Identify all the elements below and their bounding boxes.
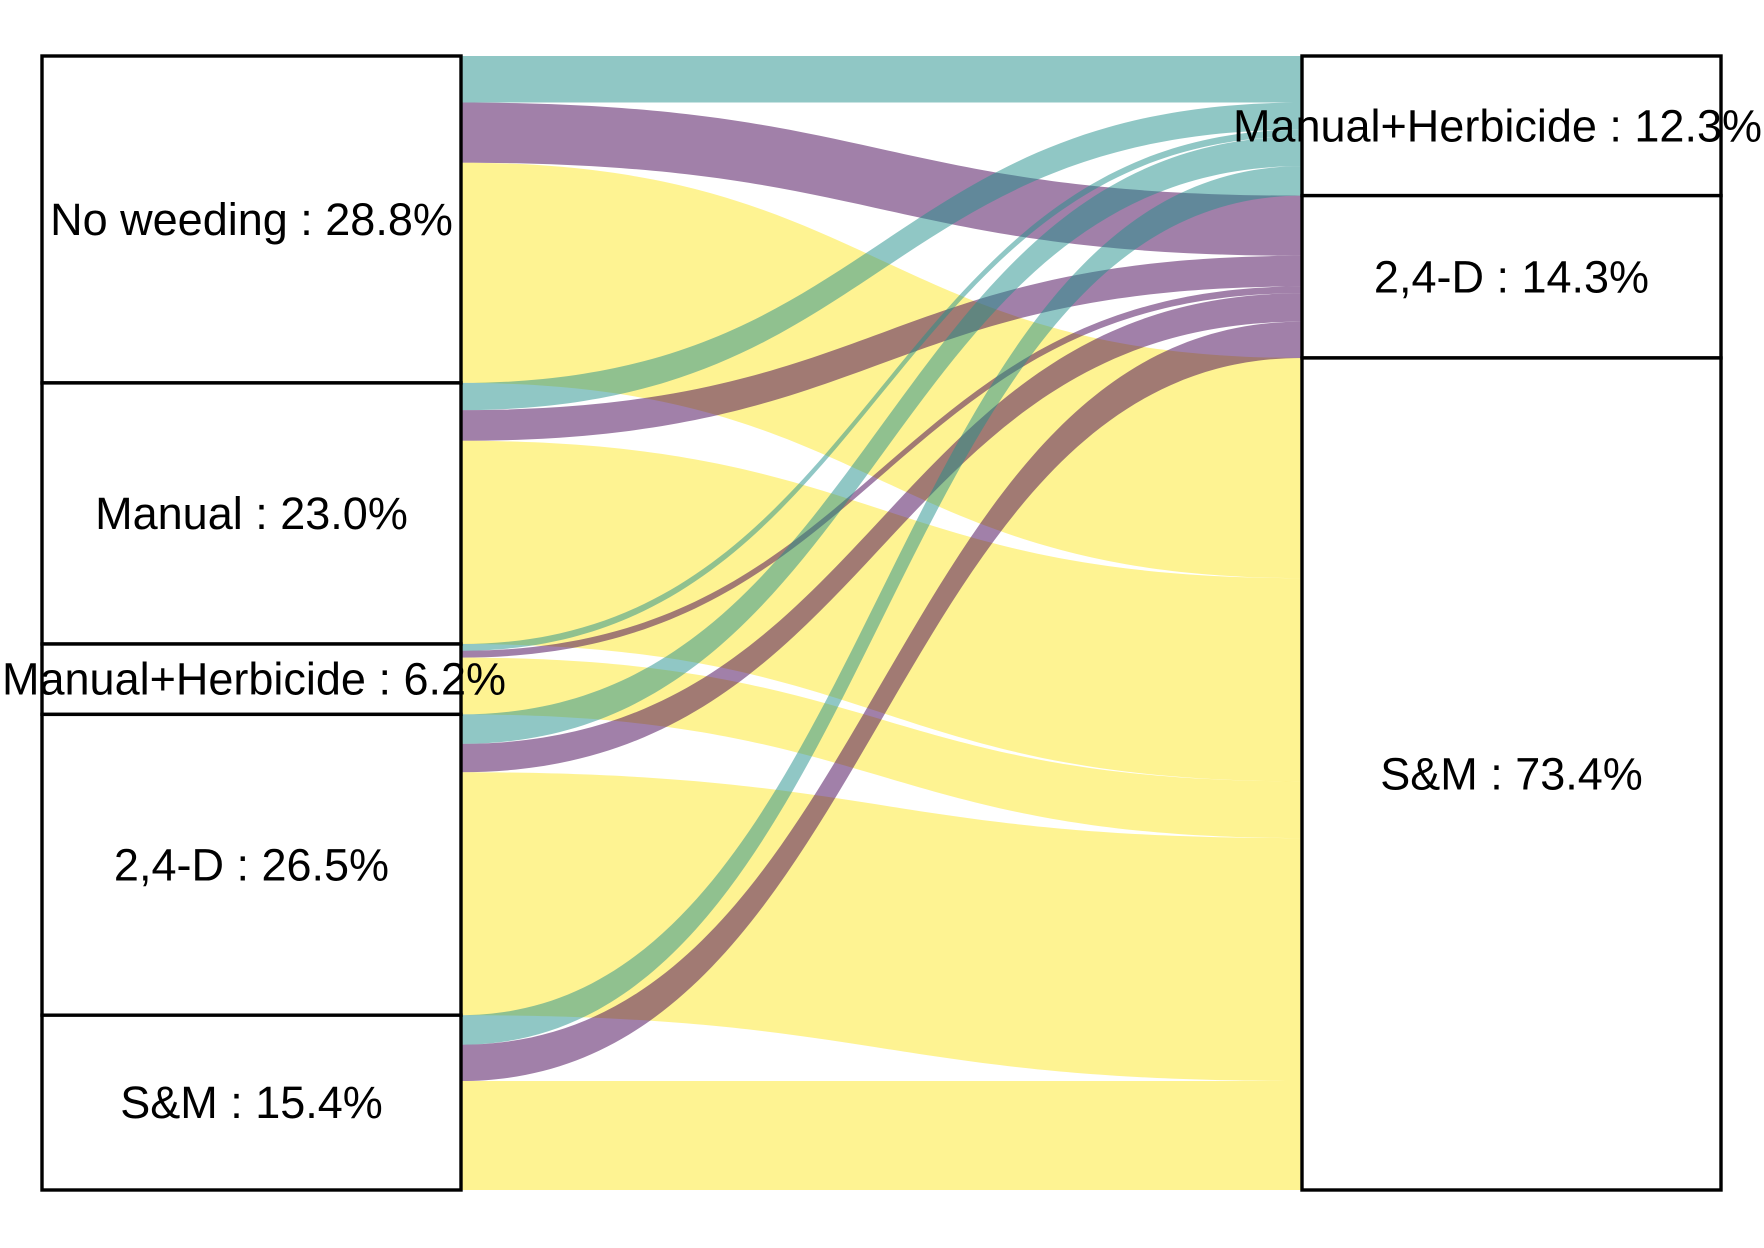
flow-manual-to-manual-herbicide bbox=[461, 102, 1302, 411]
stratum-label-left-manual: Manual : 23.0% bbox=[95, 488, 408, 539]
flow-s-m-to-s-m bbox=[461, 1081, 1302, 1190]
stratum-label-left-2-4-d: 2,4-D : 26.5% bbox=[114, 839, 389, 890]
stratum-left-s-m bbox=[40, 1013, 463, 1192]
flow-2-4-d-to-manual-herbicide bbox=[461, 136, 1302, 744]
flow-manual-herbicide-to-manual-herbicide bbox=[461, 129, 1302, 651]
flows-layer bbox=[461, 56, 1302, 1190]
flow-manual-to-2-4-d bbox=[461, 255, 1302, 441]
flow-no-weeding-to-s-m bbox=[461, 162, 1302, 579]
stratum-left-manual bbox=[40, 381, 463, 646]
flow-2-4-d-to-2-4-d bbox=[461, 293, 1302, 773]
stratum-label-left-manual-herbicide: Manual+Herbicide : 6.2% bbox=[2, 654, 506, 705]
flow-manual-herbicide-to-2-4-d bbox=[461, 286, 1302, 658]
stratum-label-right-s-m: S&M : 73.4% bbox=[1380, 748, 1643, 799]
stratum-left-2-4-d bbox=[40, 712, 463, 1017]
stratum-label-right-2-4-d: 2,4-D : 14.3% bbox=[1374, 251, 1649, 302]
flow-s-m-to-manual-herbicide bbox=[461, 166, 1302, 1045]
stratum-right-manual-herbicide bbox=[1300, 54, 1723, 198]
stratum-left-no-weeding bbox=[40, 54, 463, 385]
flow-no-weeding-to-manual-herbicide bbox=[461, 56, 1302, 103]
stratum-right-s-m bbox=[1300, 356, 1723, 1192]
stratum-label-left-no-weeding: No weeding : 28.8% bbox=[50, 194, 453, 245]
stratum-right-2-4-d bbox=[1300, 193, 1723, 360]
strata-layer bbox=[40, 54, 1723, 1192]
labels-layer: No weeding : 28.8% Manual : 23.0% Manual+H… bbox=[2, 100, 1762, 1128]
flow-s-m-to-2-4-d bbox=[461, 321, 1302, 1082]
stratum-left-manual-herbicide bbox=[40, 642, 463, 717]
stratum-label-left-s-m: S&M : 15.4% bbox=[120, 1077, 383, 1128]
stratum-label-right-manual-herbicide: Manual+Herbicide : 12.3% bbox=[1233, 100, 1762, 151]
